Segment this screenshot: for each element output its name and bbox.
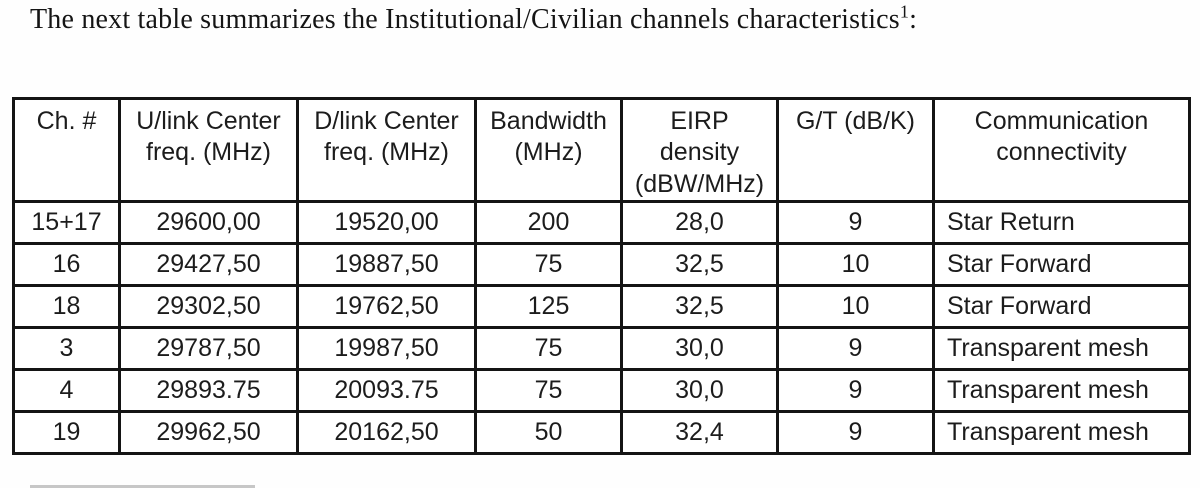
intro-sentence: The next table summarizes the Institutio… bbox=[30, 1, 918, 36]
cell-uplink-freq: 29302,50 bbox=[118, 283, 299, 329]
cell-gt: 10 bbox=[776, 241, 935, 287]
cell-eirp-density: 30,0 bbox=[620, 325, 779, 371]
cell-uplink-freq: 29787,50 bbox=[118, 325, 299, 371]
table-row: 4 29893.75 20093.75 75 30,0 9 Transparen… bbox=[12, 367, 1191, 413]
col-header-gt: G/T (dB/K) bbox=[776, 97, 935, 203]
cell-channel: 3 bbox=[12, 325, 121, 371]
col-header-uplink-freq: U/link Center freq. (MHz) bbox=[118, 97, 299, 203]
table-row: 16 29427,50 19887,50 75 32,5 10 Star For… bbox=[12, 241, 1191, 287]
cell-bandwidth: 50 bbox=[474, 409, 623, 455]
table-row: 18 29302,50 19762,50 125 32,5 10 Star Fo… bbox=[12, 283, 1191, 329]
cell-bandwidth: 75 bbox=[474, 367, 623, 413]
cell-channel: 18 bbox=[12, 283, 121, 329]
cell-uplink-freq: 29893.75 bbox=[118, 367, 299, 413]
footnote-marker: 1 bbox=[899, 1, 910, 22]
table-row: 15+17 29600,00 19520,00 200 28,0 9 Star … bbox=[12, 199, 1191, 245]
cell-connectivity: Star Return bbox=[932, 199, 1191, 245]
cell-uplink-freq: 29427,50 bbox=[118, 241, 299, 287]
cell-gt: 9 bbox=[776, 367, 935, 413]
cell-downlink-freq: 19762,50 bbox=[296, 283, 477, 329]
cell-channel: 15+17 bbox=[12, 199, 121, 245]
cell-eirp-density: 28,0 bbox=[620, 199, 779, 245]
cell-downlink-freq: 20093.75 bbox=[296, 367, 477, 413]
cell-eirp-density: 32,4 bbox=[620, 409, 779, 455]
cell-gt: 10 bbox=[776, 283, 935, 329]
header-row: Ch. # U/link Center freq. (MHz) D/link C… bbox=[12, 97, 1191, 203]
cell-bandwidth: 125 bbox=[474, 283, 623, 329]
cell-connectivity: Star Forward bbox=[932, 241, 1191, 287]
cell-eirp-density: 32,5 bbox=[620, 283, 779, 329]
cell-connectivity: Transparent mesh bbox=[932, 367, 1191, 413]
cell-channel: 16 bbox=[12, 241, 121, 287]
cell-bandwidth: 75 bbox=[474, 325, 623, 371]
cell-downlink-freq: 19520,00 bbox=[296, 199, 477, 245]
col-header-downlink-freq: D/link Center freq. (MHz) bbox=[296, 97, 477, 203]
cell-bandwidth: 200 bbox=[474, 199, 623, 245]
channels-table: Ch. # U/link Center freq. (MHz) D/link C… bbox=[12, 97, 1191, 455]
cell-uplink-freq: 29962,50 bbox=[118, 409, 299, 455]
cell-downlink-freq: 19887,50 bbox=[296, 241, 477, 287]
cell-uplink-freq: 29600,00 bbox=[118, 199, 299, 245]
footnote-rule-fragment bbox=[30, 485, 255, 488]
cell-gt: 9 bbox=[776, 325, 935, 371]
intro-suffix: : bbox=[909, 4, 918, 35]
cell-eirp-density: 32,5 bbox=[620, 241, 779, 287]
cell-connectivity: Star Forward bbox=[932, 283, 1191, 329]
cell-eirp-density: 30,0 bbox=[620, 367, 779, 413]
intro-text: The next table summarizes the Institutio… bbox=[30, 4, 900, 35]
col-header-eirp-density: EIRP density (dBW/MHz) bbox=[620, 97, 779, 203]
cell-downlink-freq: 19987,50 bbox=[296, 325, 477, 371]
cell-channel: 19 bbox=[12, 409, 121, 455]
cell-channel: 4 bbox=[12, 367, 121, 413]
cell-connectivity: Transparent mesh bbox=[932, 409, 1191, 455]
table-row: 3 29787,50 19987,50 75 30,0 9 Transparen… bbox=[12, 325, 1191, 371]
cell-connectivity: Transparent mesh bbox=[932, 325, 1191, 371]
cell-gt: 9 bbox=[776, 199, 935, 245]
cell-bandwidth: 75 bbox=[474, 241, 623, 287]
cell-downlink-freq: 20162,50 bbox=[296, 409, 477, 455]
col-header-channel: Ch. # bbox=[12, 97, 121, 203]
col-header-connectivity: Communication connectivity bbox=[932, 97, 1191, 203]
table-row: 19 29962,50 20162,50 50 32,4 9 Transpare… bbox=[12, 409, 1191, 455]
cell-gt: 9 bbox=[776, 409, 935, 455]
col-header-bandwidth: Bandwidth (MHz) bbox=[474, 97, 623, 203]
